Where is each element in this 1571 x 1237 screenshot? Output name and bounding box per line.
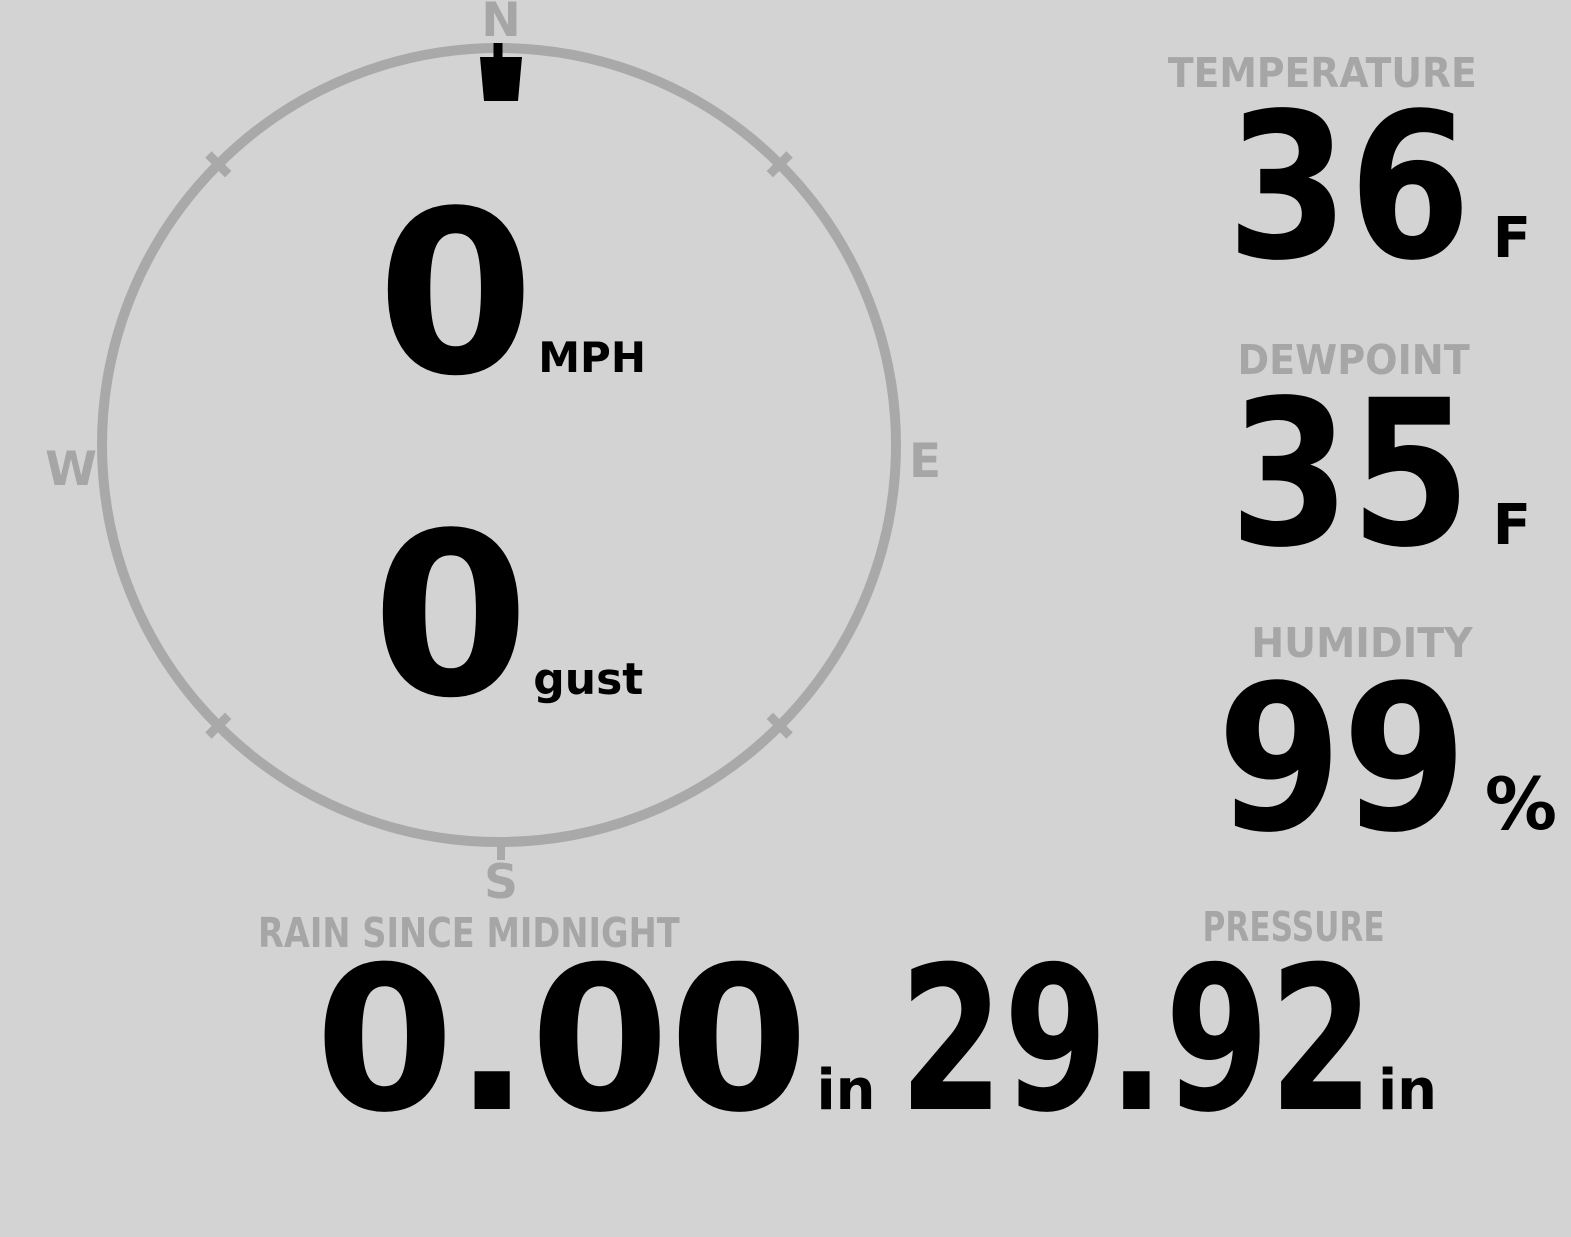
- compass-label-north: N: [481, 0, 521, 48]
- humidity-value: 99: [1216, 641, 1467, 877]
- compass-label-east: E: [908, 434, 942, 489]
- pressure-unit: in: [1377, 1058, 1437, 1123]
- compass-label-west: W: [45, 442, 97, 497]
- pressure-label: PRESSURE: [1202, 903, 1385, 951]
- compass-tick-se: [766, 712, 793, 739]
- wind-compass: [97, 43, 901, 860]
- dewpoint-readout: 35 F: [1190, 373, 1531, 575]
- humidity-readout: 99 %: [1186, 658, 1557, 860]
- temperature-label: TEMPERATURE: [1168, 49, 1477, 97]
- temperature-unit: F: [1492, 206, 1531, 271]
- temperature-value: 36: [1226, 69, 1471, 305]
- compass-label-south: S: [484, 855, 518, 910]
- dewpoint-value: 35: [1228, 356, 1471, 592]
- wind-gust-unit: gust: [533, 654, 644, 705]
- dewpoint-label: DEWPOINT: [1237, 336, 1470, 384]
- rain-label: RAIN SINCE MIDNIGHT: [258, 909, 680, 957]
- dewpoint-unit: F: [1492, 493, 1531, 558]
- wind-gust-value: 0: [372, 485, 530, 748]
- pressure-readout: 29.92 in: [741, 941, 1437, 1141]
- temperature-readout: 36 F: [1190, 86, 1531, 288]
- rain-readout: 0.00 in: [315, 941, 876, 1141]
- wind-gust-readout: 0 gust: [372, 504, 643, 730]
- humidity-label: HUMIDITY: [1251, 619, 1473, 667]
- wind-speed-value: 0: [377, 163, 535, 426]
- rain-unit: in: [816, 1058, 876, 1123]
- wind-speed-unit: MPH: [538, 333, 646, 382]
- humidity-unit: %: [1484, 762, 1557, 846]
- pressure-value: 29.92: [899, 924, 1374, 1157]
- wind-direction-marker: [480, 57, 522, 101]
- compass-tick-ne: [766, 151, 793, 178]
- rain-value: 0.00: [315, 924, 809, 1157]
- wind-speed-readout: 0 MPH: [377, 182, 646, 408]
- compass-tick-sw: [205, 712, 232, 739]
- compass-tick-nw: [205, 151, 232, 178]
